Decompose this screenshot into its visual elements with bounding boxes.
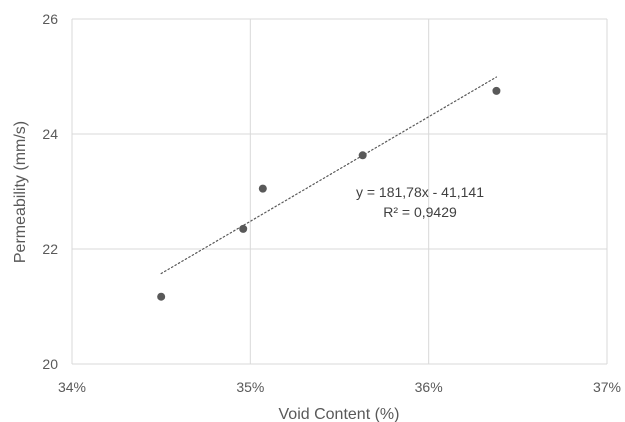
- y-tick-label-24: 24: [42, 126, 58, 142]
- x-tick-label-2: 36%: [415, 379, 443, 395]
- y-tick-label-22: 22: [42, 241, 58, 257]
- trendline-r-squared: R² = 0,9429: [383, 204, 457, 220]
- x-tick-label-3: 37%: [593, 379, 621, 395]
- data-point-4: [358, 151, 367, 160]
- data-point-5: [492, 86, 501, 95]
- x-tick-labels: 34% 35% 36% 37%: [58, 379, 621, 395]
- data-point-1: [157, 292, 166, 301]
- x-tick-label-1: 35%: [236, 379, 264, 395]
- grid-layer: [71, 18, 608, 365]
- y-tick-label-26: 26: [42, 11, 58, 27]
- points-layer: [157, 86, 501, 301]
- data-point-2: [239, 224, 248, 233]
- data-point-3: [258, 184, 267, 193]
- x-axis-title: Void Content (%): [279, 406, 400, 422]
- trendline: [160, 76, 498, 275]
- trendline-layer: [160, 76, 498, 275]
- y-tick-labels: 20 22 24 26: [42, 11, 58, 372]
- x-tick-label-0: 34%: [58, 379, 86, 395]
- trendline-equation: y = 181,78x - 41,141: [356, 184, 484, 200]
- y-axis-title: Permeability (mm/s): [12, 121, 29, 263]
- y-tick-label-20: 20: [42, 356, 58, 372]
